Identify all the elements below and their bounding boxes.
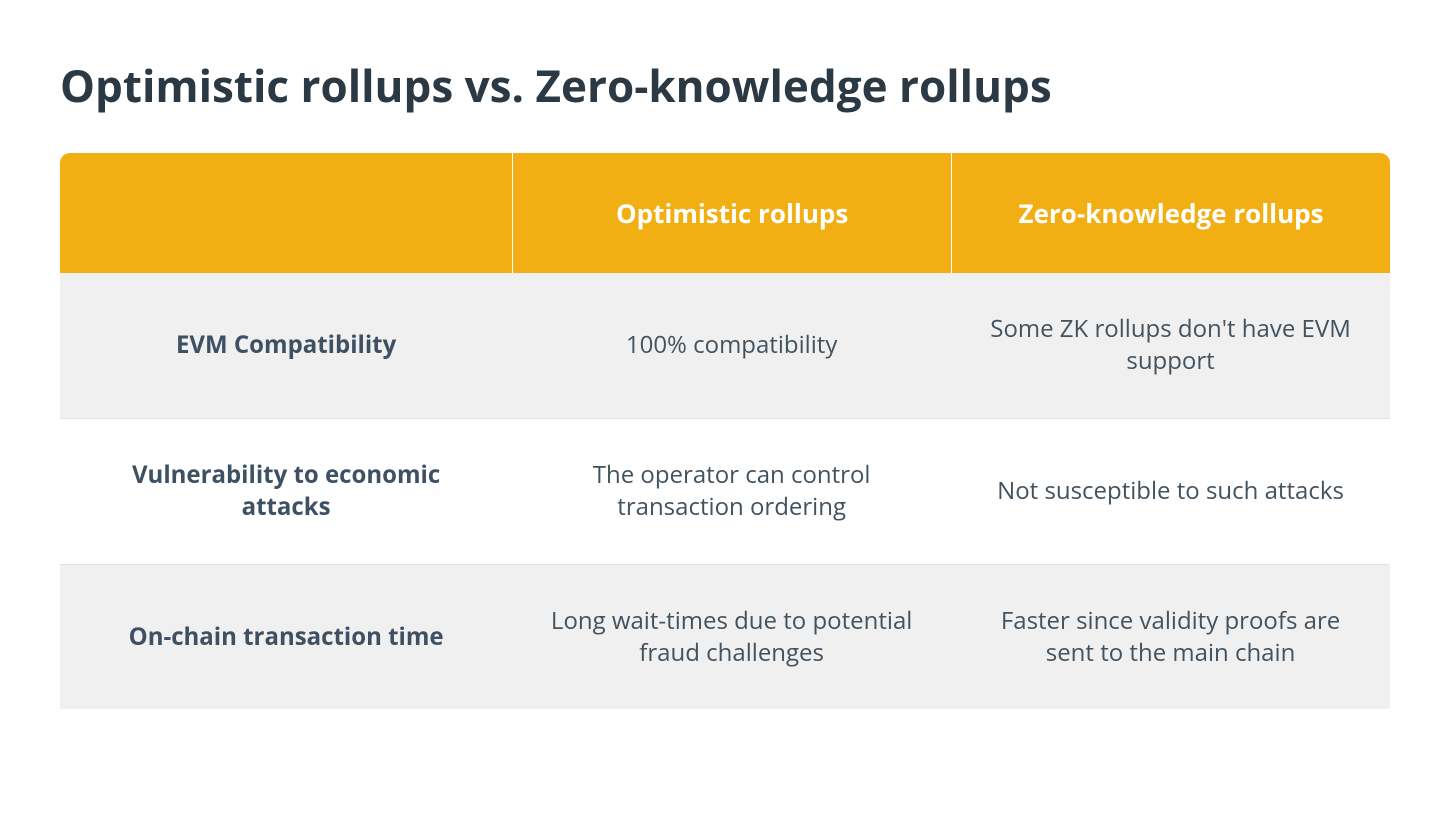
table-header-row: Optimistic rollups Zero-knowledge rollup… [60, 153, 1390, 273]
table-header-optimistic: Optimistic rollups [512, 153, 951, 273]
table-header-blank [60, 153, 512, 273]
table-header-zk: Zero-knowledge rollups [951, 153, 1390, 273]
comparison-table: Optimistic rollups Zero-knowledge rollup… [60, 153, 1390, 709]
table-row: Vulnerability to economic attacks The op… [60, 418, 1390, 564]
cell-optimistic: Long wait-times due to potential fraud c… [512, 564, 951, 710]
cell-optimistic: 100% compatibility [512, 273, 951, 418]
cell-optimistic: The operator can control transaction ord… [512, 418, 951, 564]
row-label: On-chain transaction time [60, 564, 512, 710]
table-row: On-chain transaction time Long wait-time… [60, 564, 1390, 710]
page-title: Optimistic rollups vs. Zero-knowledge ro… [60, 55, 1390, 115]
cell-zk: Faster since validity proofs are sent to… [951, 564, 1390, 710]
table-row: EVM Compatibility 100% compatibility Som… [60, 273, 1390, 418]
cell-zk: Some ZK rollups don't have EVM support [951, 273, 1390, 418]
row-label: EVM Compatibility [60, 273, 512, 418]
cell-zk: Not susceptible to such attacks [951, 418, 1390, 564]
row-label: Vulnerability to economic attacks [60, 418, 512, 564]
